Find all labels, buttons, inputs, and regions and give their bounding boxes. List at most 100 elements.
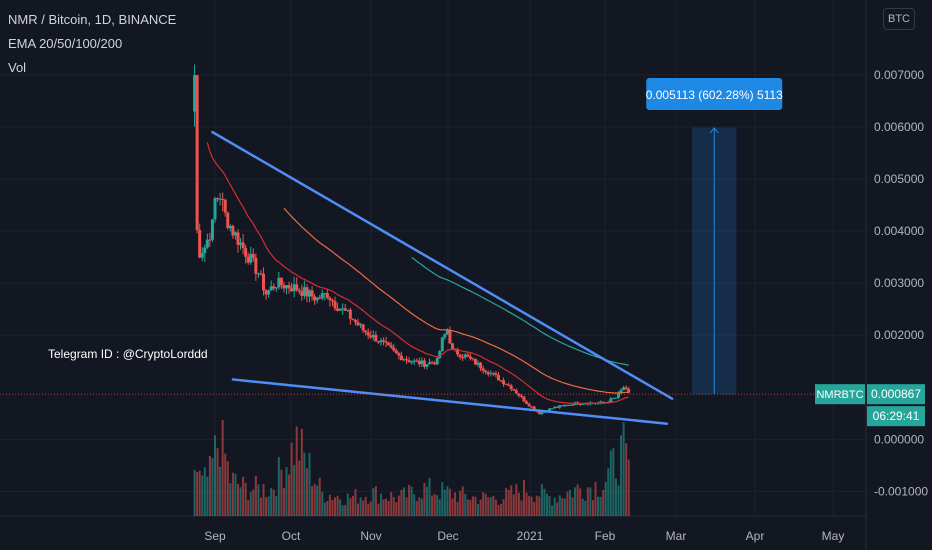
candle-body — [221, 198, 225, 200]
candle-body — [611, 398, 615, 400]
volume-bar — [326, 501, 329, 516]
candle-body — [489, 373, 493, 375]
volume-bar — [203, 467, 206, 516]
legend-ema: EMA 20/50/100/200 — [8, 36, 123, 51]
candle-body — [425, 364, 429, 367]
volume-bar — [425, 486, 428, 516]
candle-body — [519, 395, 523, 397]
candle-body — [262, 273, 266, 291]
price-tick-label: 0.006000 — [874, 120, 924, 134]
volume-bar — [405, 497, 408, 516]
volume-bar — [395, 502, 398, 516]
candle-body — [320, 293, 324, 299]
volume-bar — [454, 492, 457, 516]
candle-body — [627, 388, 631, 393]
volume-bar — [441, 482, 444, 516]
currency-badge[interactable]: BTC — [883, 8, 915, 30]
volume-bar — [607, 468, 610, 516]
volume-bar — [257, 484, 260, 516]
time-tick-label: Apr — [746, 529, 765, 543]
candle-body — [361, 324, 365, 331]
volume-bar — [379, 493, 382, 516]
volume-bar — [265, 497, 268, 516]
candle-body — [244, 247, 248, 257]
candle-body — [376, 341, 380, 343]
time-tick-label: May — [822, 529, 845, 543]
volume-bar — [313, 483, 316, 516]
volume-bar — [461, 486, 464, 516]
candle-body — [550, 408, 554, 410]
candle-body — [208, 239, 212, 241]
volume-bar — [576, 484, 579, 516]
price-tick-label: 0.000000 — [874, 432, 924, 446]
volume-bar — [591, 500, 594, 516]
candle-body — [341, 308, 345, 310]
candle-body — [502, 380, 506, 385]
volume-bar — [288, 474, 291, 516]
candle-body — [548, 408, 552, 412]
volume-bar — [387, 501, 390, 516]
candle-body — [277, 277, 281, 288]
candle-body — [259, 273, 263, 275]
volume-bar — [331, 499, 334, 516]
volume-bar — [543, 488, 546, 516]
volume-bar — [597, 496, 600, 516]
volume-bar — [456, 502, 459, 516]
candle-body — [463, 354, 467, 358]
volume-bar — [413, 494, 416, 516]
candle-body — [417, 360, 421, 365]
volume-bar — [627, 459, 630, 516]
volume-bar — [321, 491, 324, 516]
volume-bar — [431, 495, 434, 516]
time-tick-label: Sep — [204, 529, 226, 543]
candle-body — [356, 322, 360, 326]
candle-body — [458, 354, 462, 358]
candle-body — [512, 389, 516, 391]
volume-bar — [221, 420, 224, 516]
volume-bar — [390, 492, 393, 516]
candle-body — [494, 373, 498, 376]
candle-body — [599, 401, 603, 403]
volume-bar — [252, 489, 255, 516]
candle-body — [471, 358, 475, 360]
price-tick-label: 0.007000 — [874, 68, 924, 82]
candle-body — [410, 361, 414, 363]
measure-label: 0.005113 (602.28%) 5113 — [646, 88, 783, 102]
candle-body — [517, 393, 521, 396]
candle-body — [558, 405, 562, 408]
candle-body — [216, 198, 220, 200]
volume-bar — [612, 448, 615, 516]
candle-body — [420, 360, 424, 365]
candle-body — [514, 390, 518, 394]
volume-bar — [290, 442, 293, 516]
volume-bar — [533, 501, 536, 516]
volume-bar — [479, 499, 482, 516]
candle-body — [274, 287, 278, 289]
volume-bar — [494, 499, 497, 516]
volume-bar — [505, 487, 508, 516]
candle-body — [435, 358, 439, 365]
volume-bar — [520, 500, 523, 516]
volume-bar — [558, 495, 561, 516]
volume-bar — [566, 491, 569, 516]
candle-body — [402, 359, 406, 361]
candle-body — [499, 380, 503, 382]
volume-bar — [517, 492, 520, 516]
volume-bar — [428, 477, 431, 516]
volume-bar — [492, 495, 495, 516]
candle-body — [336, 308, 340, 311]
candle-body — [233, 232, 237, 236]
volume-bar — [540, 484, 543, 516]
candle-body — [609, 398, 613, 402]
candle-body — [394, 350, 398, 354]
volume-bar — [367, 503, 370, 516]
last-price-tag-bg — [867, 384, 925, 405]
volume-bar — [604, 481, 607, 516]
volume-bar — [464, 493, 467, 516]
volume-bar — [354, 488, 357, 516]
time-tick-label: Dec — [437, 529, 458, 543]
candle-body — [484, 370, 488, 373]
volume-bar — [602, 489, 605, 516]
